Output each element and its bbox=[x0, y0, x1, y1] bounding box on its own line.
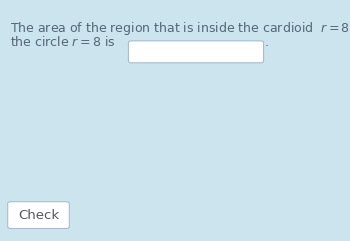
Text: the circle $r = 8$ is: the circle $r = 8$ is bbox=[10, 35, 116, 49]
FancyBboxPatch shape bbox=[128, 41, 264, 63]
FancyBboxPatch shape bbox=[8, 202, 69, 228]
Text: The area of the region that is inside the cardioid  $r = 8(1 - \sin\theta)$  and: The area of the region that is inside th… bbox=[10, 20, 350, 37]
Text: .: . bbox=[264, 36, 268, 49]
Text: Check: Check bbox=[18, 209, 59, 221]
